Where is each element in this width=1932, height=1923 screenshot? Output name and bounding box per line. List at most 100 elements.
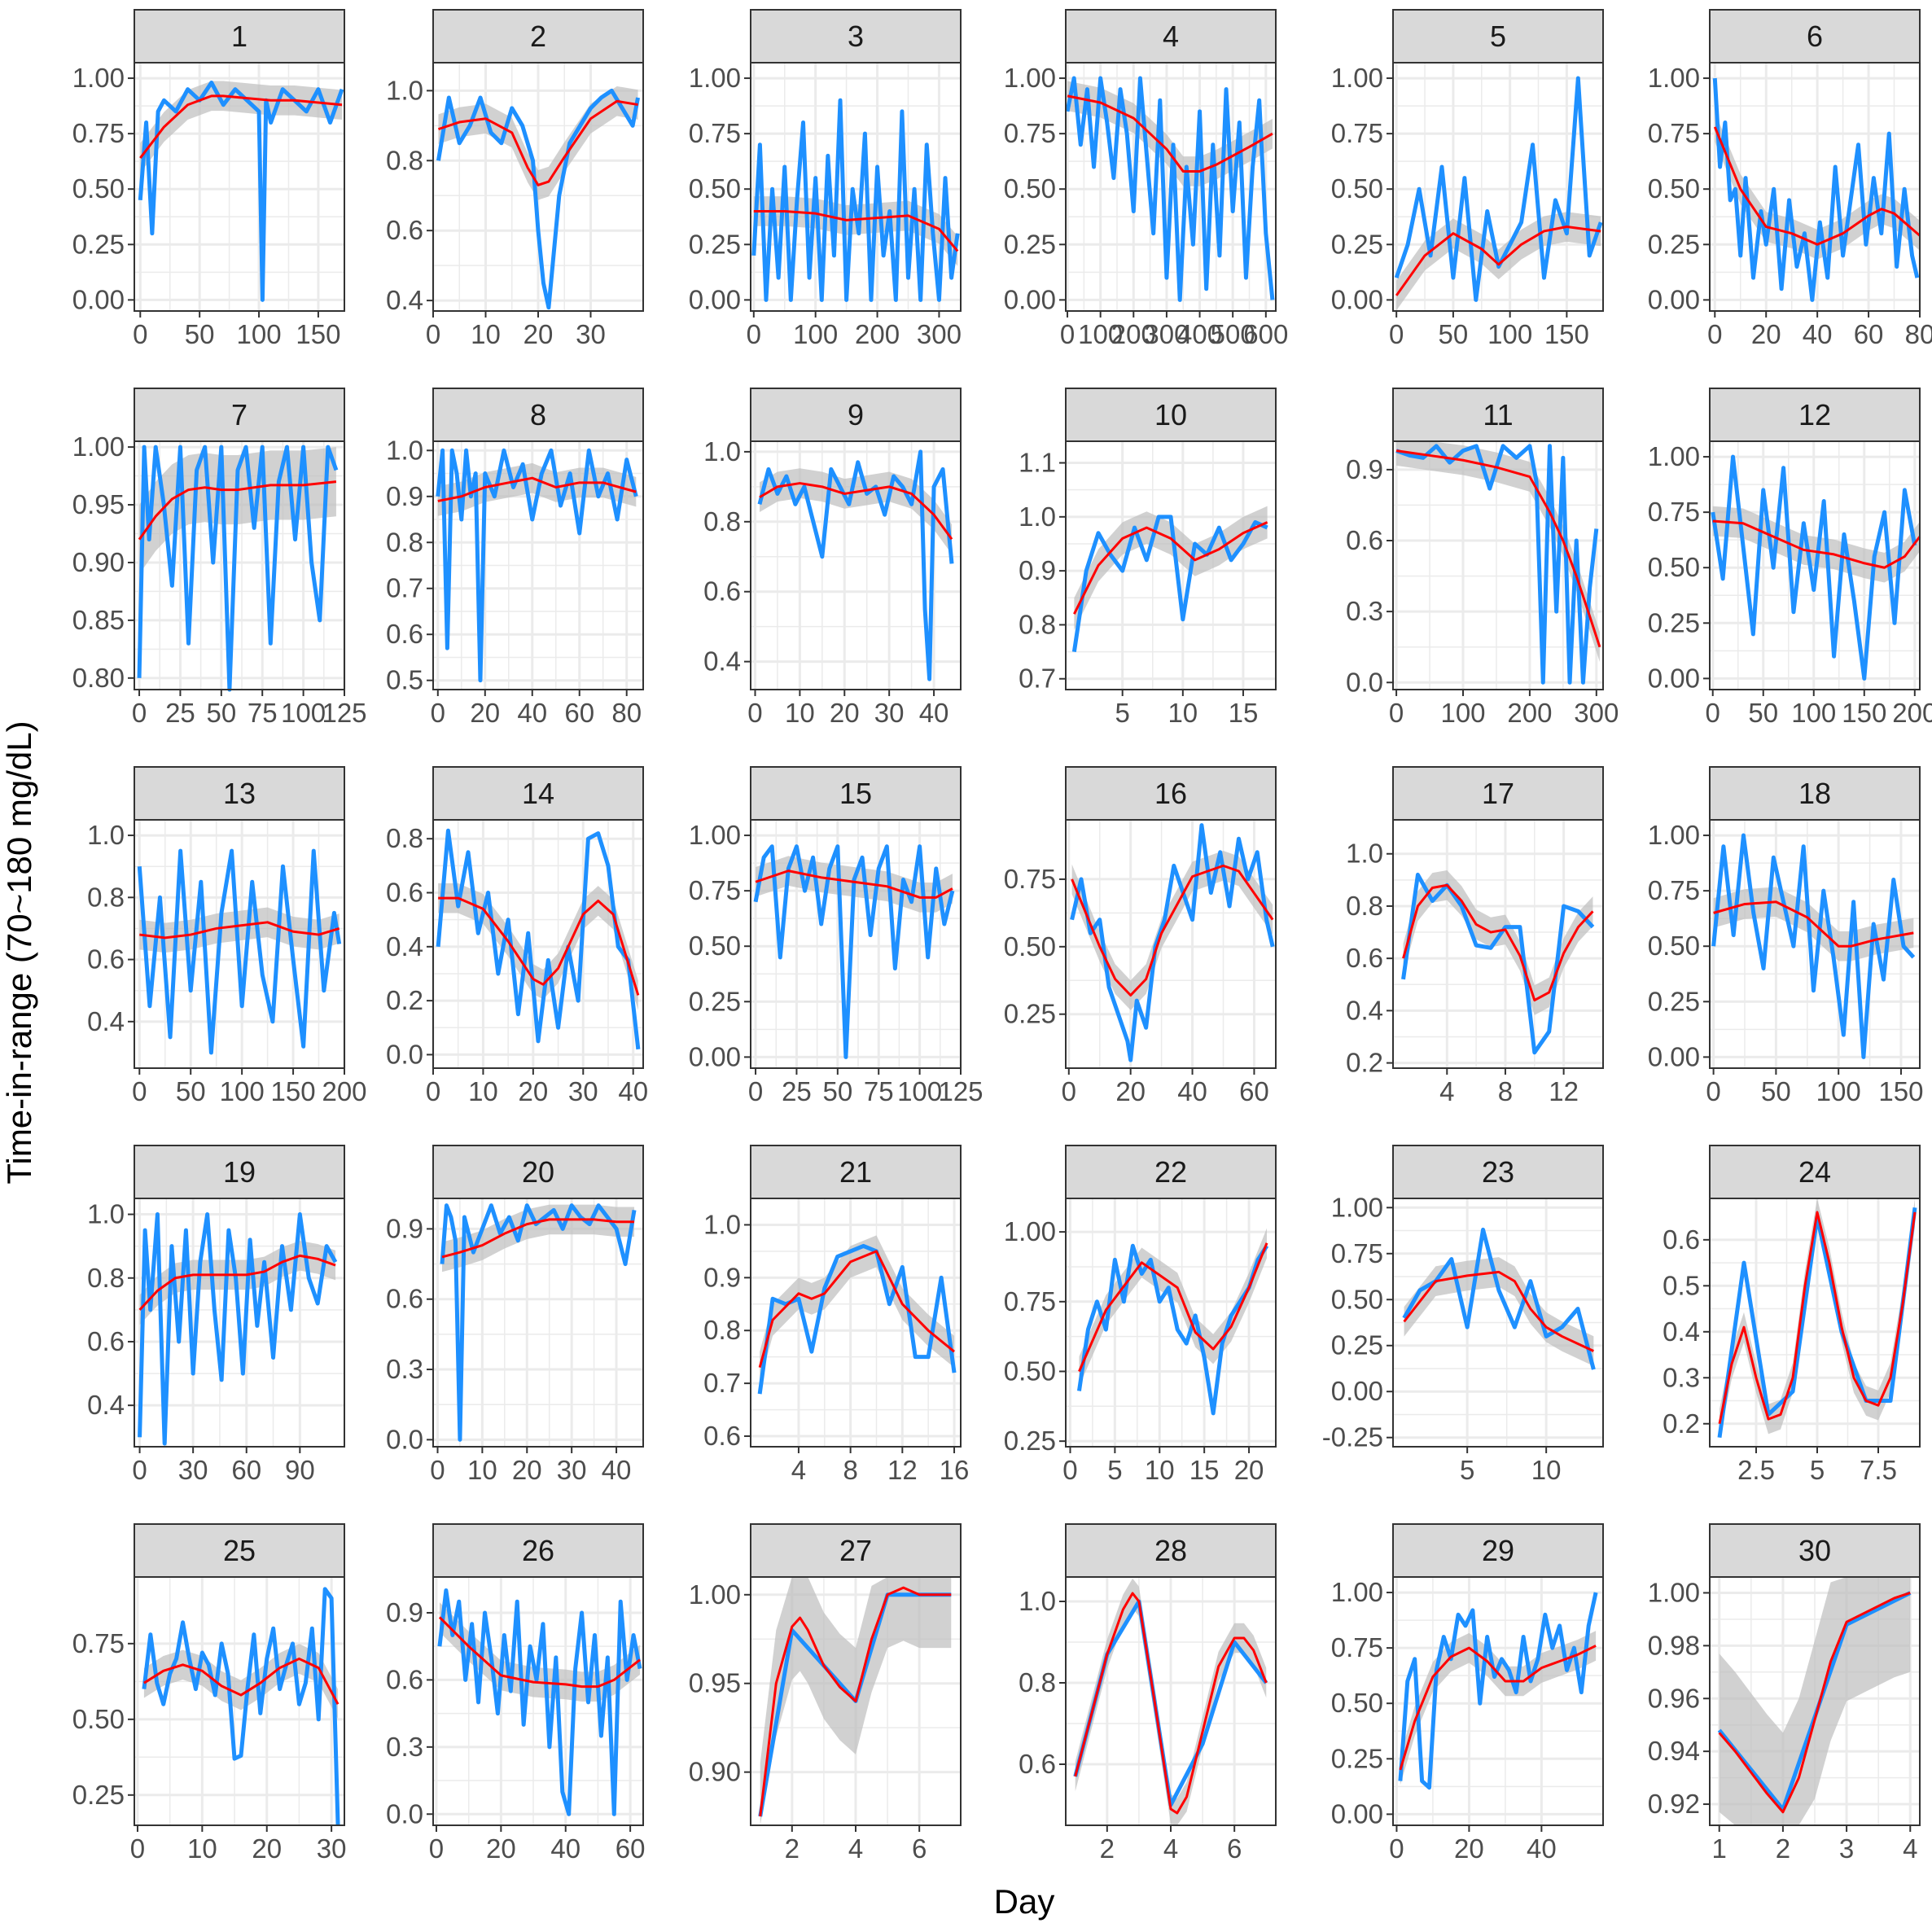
y-tick-label: 0.6 (386, 878, 423, 908)
x-tick-label: 400 (1177, 319, 1222, 349)
strip-label: 6 (1807, 20, 1823, 53)
y-tick-label: 0.00 (1648, 284, 1700, 314)
y-tick-label: 0.6 (87, 944, 125, 975)
x-tick-label: 0 (1060, 319, 1075, 349)
y-tick-label: 0.8 (703, 506, 741, 537)
y-tick-label: 0.4 (703, 646, 741, 677)
strip-label: 11 (1483, 398, 1513, 431)
smooth-fit-line (437, 99, 638, 186)
strip-label: 8 (530, 398, 546, 431)
strip-background (1392, 388, 1604, 442)
x-tick-label: 50 (1748, 698, 1778, 728)
y-tick-label: 1.00 (1331, 63, 1383, 93)
strip-label: 20 (522, 1155, 554, 1189)
raw-series-line (1711, 454, 1917, 681)
x-tick-label: 5 (1810, 1455, 1825, 1485)
x-tick-label: 10 (471, 319, 501, 349)
x-tick-label: 15 (1229, 698, 1259, 728)
x-tick-label: 4 (1163, 1833, 1178, 1864)
y-tick-label: 0.80 (72, 663, 125, 693)
x-tick-label: 5 (1115, 698, 1130, 728)
y-tick-label: 0.75 (1648, 875, 1700, 905)
strip-label: 15 (839, 777, 872, 810)
x-tick-label: 30 (557, 1455, 587, 1485)
strip-label: 22 (1154, 1155, 1187, 1189)
y-tick-label: 0.6 (386, 215, 423, 245)
y-tick-label: 1.0 (703, 1209, 741, 1239)
x-tick-label: 0 (1389, 319, 1404, 349)
smooth-fit-line (759, 482, 953, 541)
y-tick-label: 0.8 (386, 145, 423, 175)
y-tick-label: 0.75 (689, 875, 741, 905)
strip-label: 18 (1798, 777, 1831, 810)
smooth-fit-line (437, 476, 637, 502)
y-tick-label: 0.25 (1648, 229, 1700, 259)
raw-series-line (436, 88, 641, 310)
smooth-fit-line (1395, 449, 1601, 648)
y-tick-label: 0.25 (1004, 229, 1056, 259)
panel-6: 6 0.00 0.25 0.50 0.75 1.00 0 20 40 60 80 (1648, 9, 1932, 349)
x-tick-label: 60 (616, 1833, 646, 1864)
y-tick-label: 0.0 (386, 1798, 423, 1829)
x-tick-label: 60 (1239, 1076, 1269, 1106)
y-tick-label: 0.8 (87, 1263, 125, 1293)
strip-label: 30 (1798, 1534, 1831, 1567)
strip-background (750, 1145, 962, 1199)
strip-label: 10 (1154, 398, 1187, 431)
x-tick-label: 20 (1454, 1833, 1484, 1864)
x-tick-label: 0 (1707, 319, 1722, 349)
y-tick-label: 0.4 (87, 1390, 125, 1420)
y-tick-label: 0.50 (689, 931, 741, 961)
panel-13: 13 0.4 0.6 0.8 1.0 0 50 100 150 200 (87, 766, 367, 1106)
y-tick-label: 0.4 (87, 1006, 125, 1036)
panel-20: 20 0.0 0.3 0.6 0.9 0 10 20 30 40 (386, 1145, 644, 1485)
y-tick-label: 0.00 (1004, 284, 1056, 314)
y-tick-label: 0.3 (386, 1354, 423, 1384)
x-tick-label: 0 (431, 698, 445, 728)
raw-series-line (1401, 872, 1595, 1055)
y-tick-label: 1.00 (689, 63, 741, 93)
y-tick-label: 0.3 (386, 1732, 423, 1762)
raw-series-line (137, 848, 342, 1055)
y-tick-label: 0.00 (1331, 284, 1383, 314)
y-tick-label: 0.8 (386, 823, 423, 853)
raw-series-line (1711, 833, 1916, 1059)
confidence-band (760, 1235, 955, 1384)
y-tick-label: 0.25 (72, 229, 125, 259)
y-tick-label: 1.0 (386, 75, 423, 105)
x-tick-label: 80 (611, 698, 642, 728)
x-tick-label: 20 (252, 1833, 282, 1864)
raw-series-line (1394, 76, 1603, 302)
x-tick-label: 100 (793, 319, 838, 349)
x-tick-label: 75 (248, 698, 278, 728)
x-tick-label: 15 (1189, 1455, 1220, 1485)
x-tick-label: 100 (281, 698, 326, 728)
x-tick-label: 150 (296, 319, 340, 349)
y-tick-label: 1.00 (689, 1579, 741, 1610)
x-tick-label: 8 (1498, 1076, 1513, 1106)
x-tick-label: 2 (785, 1833, 800, 1864)
y-tick-label: 1.00 (72, 431, 125, 462)
y-tick-label: 0.50 (1331, 1688, 1383, 1718)
strip-label: 26 (522, 1534, 554, 1567)
panel-14: 14 0.0 0.2 0.4 0.6 0.8 0 10 20 30 40 (386, 766, 648, 1106)
y-tick-label: 0.9 (1346, 454, 1383, 484)
y-tick-label: 1.00 (1648, 820, 1700, 850)
y-tick-label: 0.75 (1331, 1632, 1383, 1662)
x-tick-label: 8 (843, 1455, 857, 1485)
strip-label: 19 (223, 1155, 256, 1189)
panel-23: 23 -0.25 0.00 0.25 0.50 0.75 1.00 5 10 (1322, 1145, 1604, 1485)
x-tick-label: 50 (176, 1076, 206, 1106)
x-tick-label: 80 (1905, 319, 1932, 349)
confidence-band (1719, 1577, 1911, 1825)
y-tick-label: 0.2 (1663, 1408, 1700, 1439)
x-tick-label: 7.5 (1860, 1455, 1897, 1485)
x-tick-label: 0 (1706, 698, 1720, 728)
strip-background (134, 1523, 345, 1578)
strip-background (1392, 1523, 1604, 1578)
y-tick-label: 0.4 (386, 285, 423, 315)
x-tick-label: 2 (1776, 1833, 1790, 1864)
y-tick-label: 0.25 (689, 229, 741, 259)
x-tick-label: 0 (132, 698, 147, 728)
